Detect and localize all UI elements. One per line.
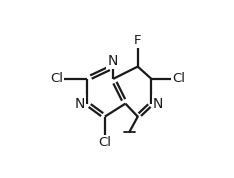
Text: F: F [134, 34, 142, 47]
Text: N: N [74, 97, 85, 111]
Text: Cl: Cl [98, 136, 111, 149]
Text: Cl: Cl [172, 72, 185, 85]
Text: N: N [108, 54, 118, 68]
Text: Cl: Cl [50, 72, 63, 85]
Text: N: N [153, 97, 164, 111]
